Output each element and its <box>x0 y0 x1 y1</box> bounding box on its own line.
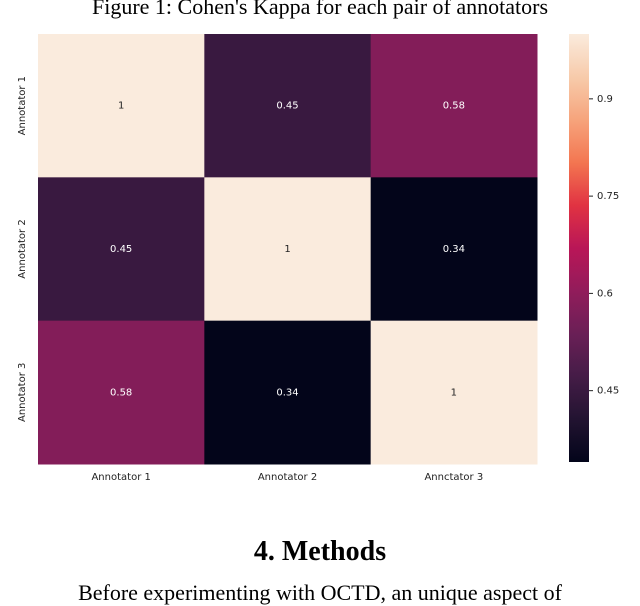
heatmap-cell <box>38 177 205 322</box>
heatmap-cell <box>38 320 205 465</box>
cell-label: 1 <box>118 101 124 112</box>
x-tick-label: Annotator 2 <box>258 472 317 483</box>
heatmap-cell <box>204 177 372 322</box>
colorbar-tick-label: 0.45 <box>597 386 619 397</box>
cell-label: 0.45 <box>276 101 298 112</box>
colorbar-tick-label: 0.6 <box>597 288 613 299</box>
y-tick-label: Annotator 1 <box>17 76 28 135</box>
colorbar-tick-label: 0.75 <box>597 191 619 202</box>
cell-label: 0.45 <box>110 244 132 255</box>
colorbar-tick-label: 0.9 <box>597 94 613 105</box>
figure-caption: Figure 1: Cohen's Kappa for each pair of… <box>91 0 549 19</box>
heatmap-cell <box>204 320 372 465</box>
body-text: Before experimenting with OCTD, an uniqu… <box>78 580 562 605</box>
heatmap-cell <box>370 177 538 322</box>
heatmap-cell <box>370 34 538 178</box>
cell-label: 1 <box>451 387 457 398</box>
cell-label: 0.58 <box>443 101 465 112</box>
cell-label: 1 <box>284 244 290 255</box>
section-heading: 4. Methods <box>253 536 387 567</box>
x-tick-label: Annotator 1 <box>91 472 150 483</box>
y-tick-label: Annotator 2 <box>17 219 28 278</box>
cell-label: 0.34 <box>443 244 465 255</box>
y-tick-label: Annotator 3 <box>17 363 28 422</box>
heatmap-cell <box>204 34 372 178</box>
heatmap-cell <box>370 320 538 465</box>
cell-label: 0.58 <box>110 387 132 398</box>
colorbar <box>569 34 589 462</box>
heatmap-chart: 1 0.45 0.58 0.45 1 0.34 0.58 0.34 1 Annotator 1 An… <box>17 34 619 483</box>
x-tick-label: Annctator 3 <box>424 472 483 483</box>
cell-label: 0.34 <box>276 387 298 398</box>
heatmap-cell <box>38 34 205 178</box>
